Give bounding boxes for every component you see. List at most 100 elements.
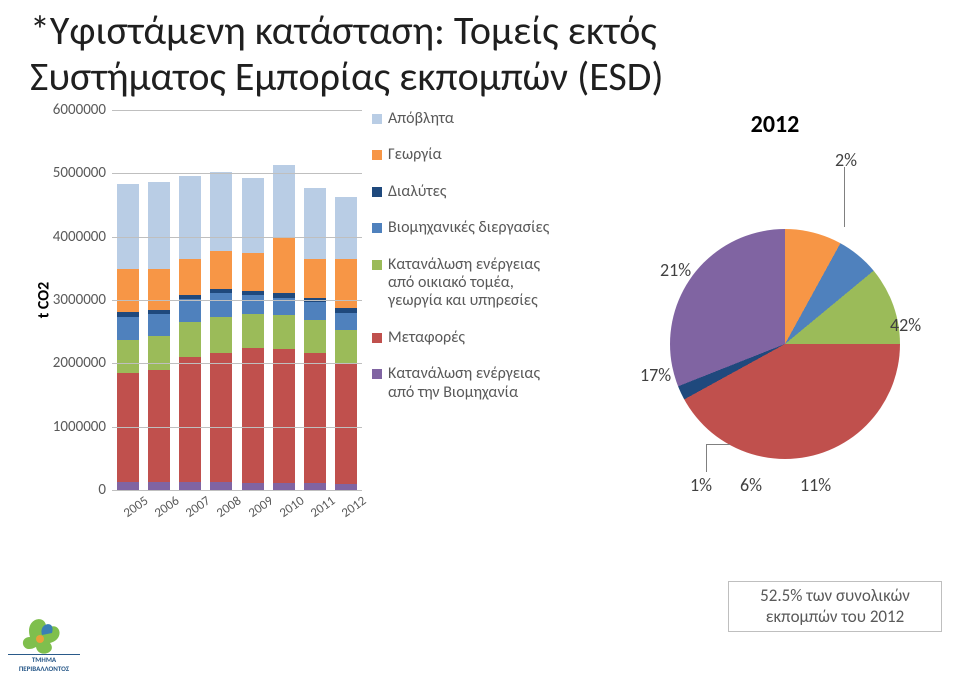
bar-column [273, 165, 295, 490]
title-line-2: Συστήματος Εμπορίας εκπομπών (ESD) [30, 52, 664, 101]
department-logo: ΤΜΗΜΑ ΠΕΡΙΒΑΛΛΟΝΤΟΣ [8, 609, 80, 674]
pie-label-industrial: 6% [740, 474, 762, 496]
gridline [112, 110, 362, 111]
legend-label: Κατανάλωση ενέργειας από οικιακό τομέα, … [388, 256, 557, 311]
gridline [112, 363, 362, 364]
y-axis-label: t CO2 [35, 282, 54, 318]
bar-segment-waste [117, 184, 139, 270]
legend-label: Γεωργία [388, 146, 442, 164]
bar-segment-agriculture [242, 253, 264, 290]
bar-segment-industry_e [179, 482, 201, 490]
bar-segment-transport [179, 357, 201, 482]
x-tick-label: 2006 [152, 496, 179, 521]
svg-text:ΠΕΡΙΒΑΛΛΟΝΤΟΣ: ΠΕΡΙΒΑΛΛΟΝΤΟΣ [19, 664, 70, 673]
legend-label: Διαλύτες [388, 183, 446, 201]
bar-segment-agriculture [273, 238, 295, 293]
bar-segment-transport [210, 353, 232, 483]
legend-item-waste: Απόβλητα [372, 110, 557, 128]
legend-swatch [372, 260, 382, 270]
bar-segment-industry_e [242, 483, 264, 490]
legend-swatch [372, 187, 382, 197]
legend-label: Βιομηχανικές διεργασίες [388, 219, 549, 237]
bar-segment-industry_e [273, 483, 295, 490]
pie-label-industry_e: 1% [690, 474, 712, 496]
gridline [112, 427, 362, 428]
gridline [112, 237, 362, 238]
bar-legend: Απόβλητα Γεωργία Διαλύτες Βιομηχανικές διερ… [362, 110, 557, 420]
bar-segment-agriculture [210, 251, 232, 289]
x-tick-label: 2012 [339, 496, 366, 521]
legend-item-solvents: Διαλύτες [372, 183, 557, 201]
y-tick-label: 3000000 [53, 291, 106, 309]
bar-column [117, 184, 139, 490]
pie-circle [670, 229, 900, 459]
pie-label-agriculture: 17% [640, 364, 671, 386]
pie-chart: 2012 21%17%6%11%42%2%1% [560, 110, 930, 519]
pie-area: 21%17%6%11%42%2%1% [560, 139, 930, 519]
bar-column [210, 172, 232, 490]
bar-segment-household [117, 340, 139, 373]
bar-segment-industrial [179, 299, 201, 322]
y-tick-label: 6000000 [53, 101, 106, 119]
slide-title: *Υφιστάμενη κατάσταση: Τομείς εκτός Συστ… [0, 0, 960, 100]
legend-item-industry_e: Κατανάλωση ενέργειας από την Βιομηχανία [372, 365, 557, 402]
bar-segment-industry_e [148, 482, 170, 490]
bar-segment-agriculture [117, 269, 139, 312]
bar-segment-industry_e [304, 483, 326, 490]
bar-segment-industrial [117, 317, 139, 340]
svg-text:ΤΜΗΜΑ: ΤΜΗΜΑ [32, 655, 57, 664]
bar-segment-transport [242, 348, 264, 484]
y-tick-label: 0 [98, 481, 106, 499]
y-tick-label: 5000000 [53, 164, 106, 182]
legend-label: Κατανάλωση ενέργειας από την Βιομηχανία [388, 365, 557, 402]
x-tick-label: 2011 [308, 496, 335, 521]
bar-segment-household [179, 322, 201, 357]
gridline [112, 173, 362, 174]
bar-segment-household [210, 317, 232, 352]
bar-segment-industrial [148, 314, 170, 336]
footnote-line-2: εκπομπών του 2012 [766, 606, 905, 627]
bar-column [179, 176, 201, 490]
legend-item-household: Κατανάλωση ενέργειας από οικιακό τομέα, … [372, 256, 557, 311]
footnote-box: 52.5% των συνολικών εκπομπών του 2012 [728, 581, 942, 632]
y-tick-label: 4000000 [53, 228, 106, 246]
legend-label: Απόβλητα [388, 110, 454, 128]
bar-column [242, 178, 264, 490]
bar-segment-industry_e [210, 482, 232, 490]
pie-label-transport: 42% [890, 314, 921, 336]
gridline [112, 300, 362, 301]
legend-swatch [372, 150, 382, 160]
bar-segment-industrial [304, 302, 326, 320]
bar-segment-industrial [210, 293, 232, 317]
legend-swatch [372, 333, 382, 343]
bar-segment-household [273, 315, 295, 349]
x-tick-label: 2010 [277, 496, 304, 521]
bar-segment-transport [335, 363, 357, 484]
bar-segment-industrial [335, 313, 357, 331]
y-tick-label: 2000000 [53, 354, 106, 372]
footnote-line-1: 52.5% των συνολικών [760, 585, 910, 606]
y-tick-label: 1000000 [53, 418, 106, 436]
bar-segment-waste [304, 188, 326, 259]
pie-title: 2012 [620, 110, 930, 139]
bar-segment-waste [148, 182, 170, 269]
bar-segment-household [242, 314, 264, 348]
bar-segment-agriculture [304, 259, 326, 298]
x-axis: 20052006200720082009201020112012 [112, 496, 362, 511]
bar-segment-waste [273, 165, 295, 238]
bar-segment-transport [304, 353, 326, 483]
bar-segment-waste [242, 178, 264, 253]
bar-segment-household [148, 336, 170, 370]
bar-column [335, 197, 357, 490]
bar-segment-transport [273, 349, 295, 483]
x-tick-label: 2005 [121, 496, 148, 521]
bar-chart: t CO2 0 1000000 2000000 3000000 4000000 50000… [30, 110, 560, 519]
bar-segment-industry_e [117, 482, 139, 490]
x-tick-label: 2009 [246, 496, 273, 521]
legend-item-transport: Μεταφορές [372, 329, 557, 347]
bar-segment-agriculture [179, 259, 201, 295]
bar-segment-waste [179, 176, 201, 259]
bar-plot-area [112, 110, 362, 490]
bar-segment-household [335, 330, 357, 362]
legend-item-industrial: Βιομηχανικές διεργασίες [372, 219, 557, 237]
